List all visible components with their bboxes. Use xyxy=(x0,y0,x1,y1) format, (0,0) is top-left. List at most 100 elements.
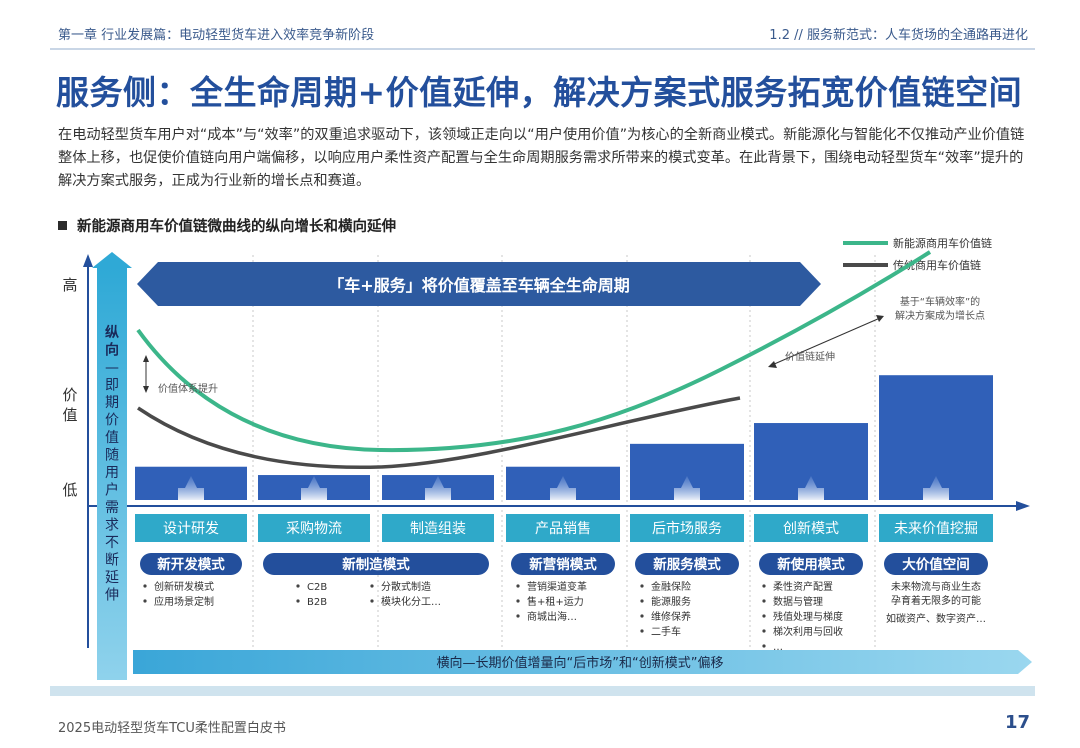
y-high-label: 高 xyxy=(62,276,77,294)
y-value-label-2: 值 xyxy=(62,406,77,424)
new-energy-curve xyxy=(136,250,932,453)
y-value-label-1: 价 xyxy=(62,386,77,404)
up-arrow-icon xyxy=(301,476,327,500)
vertical-label-char: 需 xyxy=(105,500,119,516)
bottom-banner-text: 横向—长期价值增量向“后市场”和“创新模式”偏移 xyxy=(437,655,724,671)
future-note: 如碳资产、数字资产… xyxy=(886,612,986,625)
mode-item: 商城出海… xyxy=(527,610,577,623)
mode-label: 新营销模式 xyxy=(529,556,597,573)
mode-item: 售+租+运力 xyxy=(527,595,584,608)
stage-name: 后市场服务 xyxy=(652,520,722,537)
vertical-label-char: 伸 xyxy=(105,588,119,604)
top-banner-text: 「车+服务」将价值覆盖至车辆全生命周期 xyxy=(328,276,629,295)
page-title: 服务侧：全生命周期+价值延伸，解决方案式服务拓宽价值链空间 xyxy=(56,73,1023,112)
bullet-icon xyxy=(516,584,520,588)
mode-item: 模块化分工… xyxy=(381,595,441,608)
future-note: 未来物流与商业生态 xyxy=(891,580,981,593)
mode-item: 分散式制造 xyxy=(381,580,431,593)
up-arrow-icon xyxy=(798,476,824,500)
future-note: 孕育着无限多的可能 xyxy=(891,594,981,607)
value-lift-label: 价值体系提升 xyxy=(158,382,218,395)
x-axis xyxy=(88,501,1030,511)
mode-item: 柔性资产配置 xyxy=(773,580,833,593)
traditional-curve xyxy=(137,396,741,470)
mode-item: B2B xyxy=(307,597,327,608)
bullet-icon xyxy=(640,584,644,588)
stage-band xyxy=(258,514,370,542)
bullet-icon xyxy=(516,599,520,603)
footer-title: 2025电动轻型货车TCU柔性配置白皮书 xyxy=(58,721,286,736)
vertical-label-char: 延 xyxy=(105,570,119,586)
bottom-banner: 横向—长期价值增量向“后市场”和“创新模式”偏移 xyxy=(133,650,1032,674)
stage-band xyxy=(382,514,494,542)
mode-label: 新使用模式 xyxy=(777,556,845,573)
bullet-icon xyxy=(762,629,766,633)
stage-name: 采购物流 xyxy=(286,521,342,537)
up-arrow-icon xyxy=(674,476,700,500)
stage-bars xyxy=(135,375,993,500)
vertical-label-char: 纵 xyxy=(105,324,119,341)
chain-extend-label: 价值链延伸 xyxy=(785,350,835,363)
bottom-decor-band xyxy=(50,686,1035,696)
vertical-label-char: 向 xyxy=(105,342,119,359)
mode-pill xyxy=(884,553,988,575)
vertical-label-char: 断 xyxy=(105,553,119,569)
bullet-icon xyxy=(296,584,300,588)
mode-label: 新开发模式 xyxy=(157,556,225,573)
mode-label: 新制造模式 xyxy=(342,556,410,573)
value-lift-arrow xyxy=(143,355,149,393)
mode-item: 二手车 xyxy=(651,625,681,638)
mode-label: 新服务模式 xyxy=(653,556,721,573)
mode-item: 应用场景定制 xyxy=(154,595,214,608)
vertical-label-char: 即 xyxy=(105,378,119,394)
stage-band xyxy=(506,514,620,542)
header-section: 1.2 // 服务新范式：人车货场的全通路再进化 xyxy=(769,28,1028,43)
vertical-band xyxy=(97,268,127,680)
vertical-label-char: 户 xyxy=(105,482,119,499)
up-arrow-icon xyxy=(178,476,204,500)
vertical-label-char: 用 xyxy=(105,465,119,481)
header-chapter: 第一章 行业发展篇：电动轻型货车进入效率竞争新阶段 xyxy=(58,28,375,43)
square-bullet-icon xyxy=(58,221,67,230)
up-arrow-icon xyxy=(425,476,451,500)
bullet-icon xyxy=(143,584,147,588)
chart-legend: 新能源商用车价值链 传统商用车价值链 xyxy=(843,236,992,272)
bullet-icon xyxy=(516,614,520,618)
mode-item: 营销渠道变革 xyxy=(527,580,587,593)
bullet-icon xyxy=(143,599,147,603)
page-number: 17 xyxy=(1004,712,1030,733)
mode-pill xyxy=(759,553,863,575)
mode-item: 能源服务 xyxy=(651,595,691,608)
mode-item: 残值处理与梯度 xyxy=(773,610,843,623)
stage-band xyxy=(879,514,993,542)
legend-new-energy: 新能源商用车价值链 xyxy=(893,236,992,250)
mode-pill xyxy=(511,553,615,575)
mode-pill xyxy=(140,553,242,575)
bullet-icon xyxy=(762,584,766,588)
bullet-icon xyxy=(370,599,374,603)
stage-band xyxy=(135,514,247,542)
up-arrow-icon xyxy=(923,476,949,500)
vertical-label-char: 期 xyxy=(105,395,119,411)
bullet-icon xyxy=(640,614,644,618)
header-divider xyxy=(50,48,1035,50)
vertical-label-char: 随 xyxy=(105,448,119,464)
bullet-icon xyxy=(370,584,374,588)
stage-name: 创新模式 xyxy=(783,521,839,537)
vertical-label-char: 值 xyxy=(105,430,119,446)
efficiency-note-2: 解决方案成为增长点 xyxy=(895,309,985,322)
vertical-label-char: 求 xyxy=(105,518,119,534)
section-title: 新能源商用车价值链微曲线的纵向增长和横向延伸 xyxy=(58,215,396,236)
mode-item: 数据与管理 xyxy=(773,595,823,608)
mode-item: 金融保险 xyxy=(651,580,691,593)
mode-item: … xyxy=(773,642,783,653)
intro-paragraph: 在电动轻型货车用户对“成本”与“效率”的双重追求驱动下，该领域正走向以“用户使用… xyxy=(58,127,1025,189)
stage-band xyxy=(754,514,868,542)
bullet-icon xyxy=(762,644,766,648)
bullet-icon xyxy=(640,629,644,633)
chain-extend-arrow xyxy=(768,315,884,368)
mode-label: 大价值空间 xyxy=(902,556,970,573)
